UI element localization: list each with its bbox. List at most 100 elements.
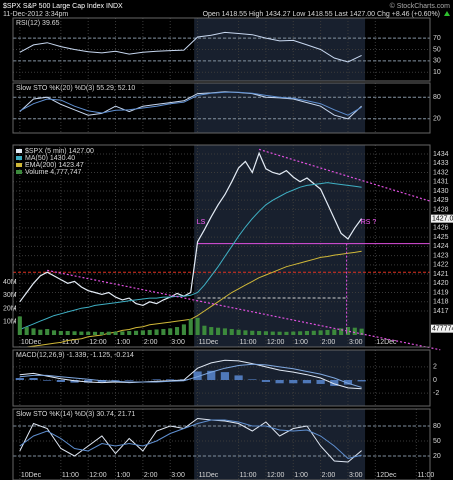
annotation: LS [197, 219, 206, 226]
bar [125, 380, 134, 381]
series-line [19, 182, 362, 330]
x-tick-label: 12:00 [267, 472, 285, 479]
bar [318, 330, 323, 335]
bar [154, 329, 159, 335]
session-shade [194, 350, 366, 406]
legend-label: $SPX (5 min) 1427.00 [25, 148, 94, 155]
legend-label: MA(50) 1430.40 [25, 155, 75, 162]
series-line [19, 363, 362, 388]
y-tick-label: 2 [433, 364, 437, 371]
bar [291, 331, 296, 335]
bar [161, 329, 166, 335]
legend-label: EMA(200) 1423.47 [25, 162, 84, 169]
bar [120, 331, 125, 335]
y-tick-label: 20 [433, 116, 441, 123]
bar [257, 331, 262, 335]
y-tick-label: 1428 [433, 206, 449, 213]
bar [298, 331, 303, 335]
y-tick-label: 1421 [433, 271, 449, 278]
x-tick-label: 11:00 [240, 472, 257, 479]
bar [243, 330, 248, 335]
trend-line [47, 269, 441, 351]
bar [289, 380, 298, 384]
bar [86, 331, 91, 335]
panel-frame [12, 17, 431, 82]
bar [202, 325, 207, 335]
bar [15, 378, 24, 380]
bar [111, 380, 120, 381]
bar [45, 329, 50, 335]
y-tick-label: 1434 [433, 151, 449, 158]
bar [222, 328, 227, 335]
y-tick-label: 1425 [433, 234, 449, 241]
series-line [19, 417, 362, 463]
y2-tick-label: 10M [3, 319, 17, 326]
session-shade [194, 18, 366, 81]
chart-date: 11-Dec-2012 3:34pm [3, 11, 68, 18]
value-tag-label: 1427.00 [432, 215, 453, 222]
y2-tick-label: 40M [3, 279, 17, 286]
y-tick-label: -2 [433, 390, 439, 397]
bar [31, 328, 36, 335]
x-tick-label: 3:00 [349, 339, 363, 346]
bar [332, 329, 337, 335]
bar [220, 372, 230, 380]
x-tick-label: 1:00 [117, 472, 131, 479]
bar [72, 331, 77, 335]
bar [284, 331, 289, 335]
x-tick-label: 3:00 [349, 472, 363, 479]
bar [84, 380, 93, 383]
x-tick-label: 10Dec [21, 339, 42, 346]
y-tick-label: 1420 [433, 280, 449, 287]
x-tick-label: 2:00 [322, 339, 336, 346]
bar [234, 375, 243, 380]
x-tick-label: 11:00 [240, 339, 257, 346]
panel-title: Slow STO %K(20) %D(3) 55.29, 52.10 [16, 85, 135, 92]
bar [229, 329, 234, 335]
bar [133, 330, 139, 335]
bar [51, 330, 57, 335]
bar [275, 380, 284, 384]
legend-swatch [16, 149, 22, 153]
bar [166, 379, 175, 380]
x-tick-label: 11:00 [417, 472, 434, 479]
bar [188, 319, 193, 335]
bar [316, 380, 325, 384]
bar [216, 327, 221, 335]
x-tick-label: 11:00 [62, 339, 79, 346]
bar [168, 328, 173, 335]
y-tick-label: 1424 [433, 243, 449, 250]
panel-frame [12, 144, 431, 348]
x-tick-label: 11:00 [62, 472, 79, 479]
y-tick-label: 10 [433, 69, 441, 76]
series-line [19, 91, 362, 116]
x-tick-label: 12Dec [376, 472, 397, 479]
panel-frame [12, 349, 431, 407]
session-shade [194, 83, 366, 133]
value-tag [431, 324, 453, 333]
bar [302, 380, 312, 384]
session-shade [194, 145, 366, 347]
x-tick-label: 12:00 [267, 339, 285, 346]
y-tick-label: 50 [433, 438, 441, 445]
x-tick-label: 12:00 [89, 339, 107, 346]
chart-title: $SPX S&P 500 Large Cap Index INDX [3, 3, 123, 10]
bar [24, 327, 29, 335]
bar [352, 327, 357, 335]
bar [56, 380, 65, 382]
y-tick-label: 1430 [433, 188, 449, 195]
bar [357, 380, 366, 382]
y-tick-label: 1418 [433, 299, 449, 306]
y-tick-label: 30 [433, 58, 441, 65]
legend-swatch [16, 156, 22, 160]
series-line [19, 31, 362, 63]
source: © StockCharts.com [390, 2, 451, 10]
bar [311, 330, 316, 335]
bar [263, 331, 268, 335]
bar [106, 331, 111, 335]
bar [127, 331, 132, 335]
x-tick-label: 11Dec [199, 339, 219, 346]
legend-swatch [16, 163, 22, 167]
